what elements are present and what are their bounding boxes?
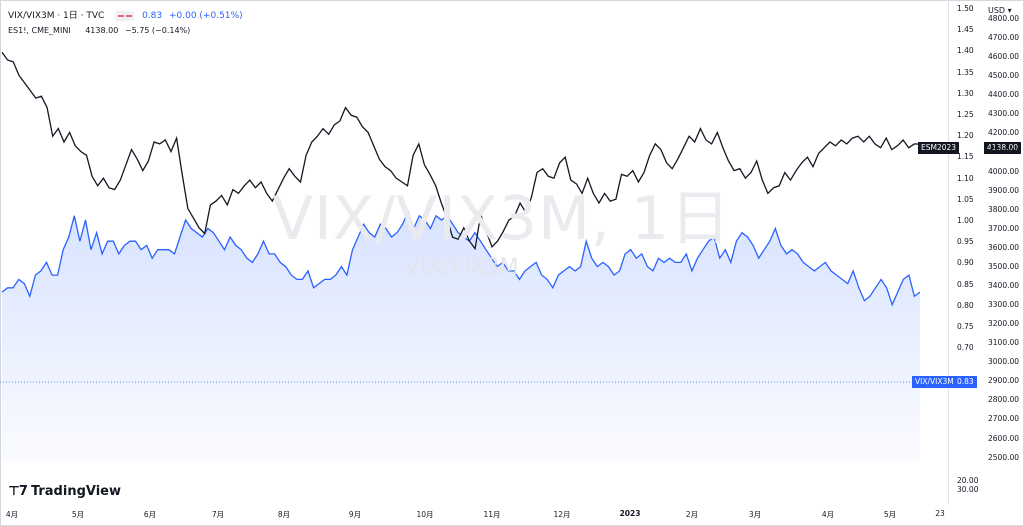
left-scale-tick: 1.40 <box>957 46 974 56</box>
left-scale-tick: 0.70 <box>957 343 974 353</box>
currency-label: USD <box>988 6 1006 15</box>
watermark-subtitle: VIX/VIX3M <box>405 255 519 280</box>
time-tick: 10月 <box>416 510 434 519</box>
tradingview-logo-icon: ⊤7 <box>8 484 28 499</box>
legend-es[interactable]: ES1!, CME_MINI 4138.00 −5.75 (−0.14%) <box>8 26 194 35</box>
right-scale-tick: 4600.00 <box>988 52 1020 62</box>
right-scale-tick: 3700.00 <box>988 223 1020 233</box>
legend-main-change: +0.00 (+0.51%) <box>168 11 243 21</box>
tradingview-brand-name: TradingView <box>30 484 121 499</box>
legend-es-change: −5.75 (−0.14%) <box>124 26 191 35</box>
left-scale-tick: 1.35 <box>957 67 974 77</box>
time-tick: 3月 <box>748 510 762 519</box>
time-tick: 6月 <box>143 510 157 519</box>
tradingview-logo[interactable]: ⊤7 TradingView <box>8 484 121 499</box>
legend-toggle-icon[interactable] <box>115 10 136 21</box>
left-scale-tick: 0.90 <box>957 258 974 268</box>
left-scale-tick: 1.20 <box>957 131 974 141</box>
left-scale-tick: 1.05 <box>957 194 974 204</box>
time-tick: 23 <box>935 509 945 518</box>
lower-scale-tick: 20.00 <box>957 476 979 485</box>
left-scale-tick: 1.10 <box>957 173 974 183</box>
right-scale-tick: 2700.00 <box>988 414 1020 424</box>
right-scale-tick: 3100.00 <box>988 338 1020 348</box>
lower-scale-tick: 30.00 <box>957 485 979 494</box>
right-scale-tick: 2500.00 <box>988 452 1020 462</box>
right-scale-tick: 4300.00 <box>988 109 1020 119</box>
left-scale-tick: 1.50 <box>957 4 974 13</box>
right-scale-tick: 4400.00 <box>988 90 1020 100</box>
watermark-title: VIX/VIX3M, 1日 <box>272 184 732 254</box>
right-scale-tick: 2900.00 <box>988 376 1020 386</box>
time-tick: 5月 <box>883 510 897 519</box>
vix-price-tag: 0.83 <box>954 376 977 388</box>
legend-main-value: 0.83 <box>142 11 163 21</box>
left-scale-tick: 0.75 <box>957 322 974 331</box>
legend-es-value: 4138.00 <box>85 26 119 35</box>
left-scale-tick: 0.95 <box>957 237 974 247</box>
chart-svg[interactable] <box>0 0 948 505</box>
left-scale-tick: 1.25 <box>957 110 974 119</box>
right-scale-tick: 4200.00 <box>988 128 1020 138</box>
right-scale-tick: 2800.00 <box>988 395 1020 405</box>
right-scale-tick: 3900.00 <box>988 185 1020 195</box>
left-scale-tick: 1.45 <box>957 25 974 35</box>
left-scale-tick: 1.15 <box>957 152 974 162</box>
time-tick: 7月 <box>211 510 225 519</box>
time-tick: 4月 <box>5 510 19 519</box>
es-symbol-tag: ESM2023 <box>918 142 960 154</box>
left-scale-tick: 1.30 <box>957 88 974 98</box>
right-scale-tick: 3600.00 <box>988 242 1020 252</box>
es-series-line <box>1 51 921 251</box>
time-tick: 12月 <box>553 510 571 519</box>
time-tick: 11月 <box>483 510 501 519</box>
right-scale-tick: 3400.00 <box>988 280 1020 290</box>
legend-main[interactable]: VIX/VIX3M · 1日 · TVC 0.83 +0.00 (+0.51%) <box>8 8 247 21</box>
right-scale-tick: 3800.00 <box>988 204 1020 214</box>
right-scale-tick: 4700.00 <box>988 33 1020 43</box>
vix-symbol-tag: VIX/VIX3M <box>912 376 957 388</box>
right-scale-tick: 3000.00 <box>988 357 1020 367</box>
legend-es-symbol[interactable]: ES1!, CME_MINI <box>8 26 71 35</box>
legend-main-symbol[interactable]: VIX/VIX3M · 1日 · TVC <box>8 11 105 21</box>
right-scale-tick: 4500.00 <box>988 71 1020 81</box>
left-scale-tick: 0.85 <box>957 279 974 289</box>
currency-selector[interactable]: USD ▾ <box>988 6 1012 15</box>
time-axis[interactable]: 4月 5月 6月 7月 8月 9月 10月 11月 12月 2023 2月 3月 4月 5月 23 <box>0 505 948 524</box>
time-tick: 9月 <box>348 510 362 519</box>
plot-area[interactable]: VIX/VIX3M, 1日 VIX/VIX3M VIX/VIX3M · 1日 ·… <box>0 0 949 505</box>
time-tick: 2月 <box>685 510 699 519</box>
left-scale-tick: 0.80 <box>957 300 974 310</box>
time-tick: 4月 <box>821 510 835 519</box>
right-scale-tick: 3200.00 <box>988 319 1020 329</box>
time-tick: 2023 <box>619 509 641 518</box>
vix-area-fill <box>2 211 920 462</box>
right-scale-tick: 3500.00 <box>988 261 1020 271</box>
right-scale-tick: 4800.00 <box>988 14 1020 23</box>
right-scale-tick: 4000.00 <box>988 166 1020 176</box>
right-scale-tick: 2600.00 <box>988 433 1020 443</box>
right-scale-tick: 3300.00 <box>988 300 1020 310</box>
right-scale-tick: 4100.00 <box>988 147 1020 157</box>
time-tick: 5月 <box>71 510 85 519</box>
es-price-tag: 4138.00 <box>984 142 1022 154</box>
time-tick: 8月 <box>277 510 291 519</box>
left-scale-tick: 1.00 <box>957 216 974 225</box>
